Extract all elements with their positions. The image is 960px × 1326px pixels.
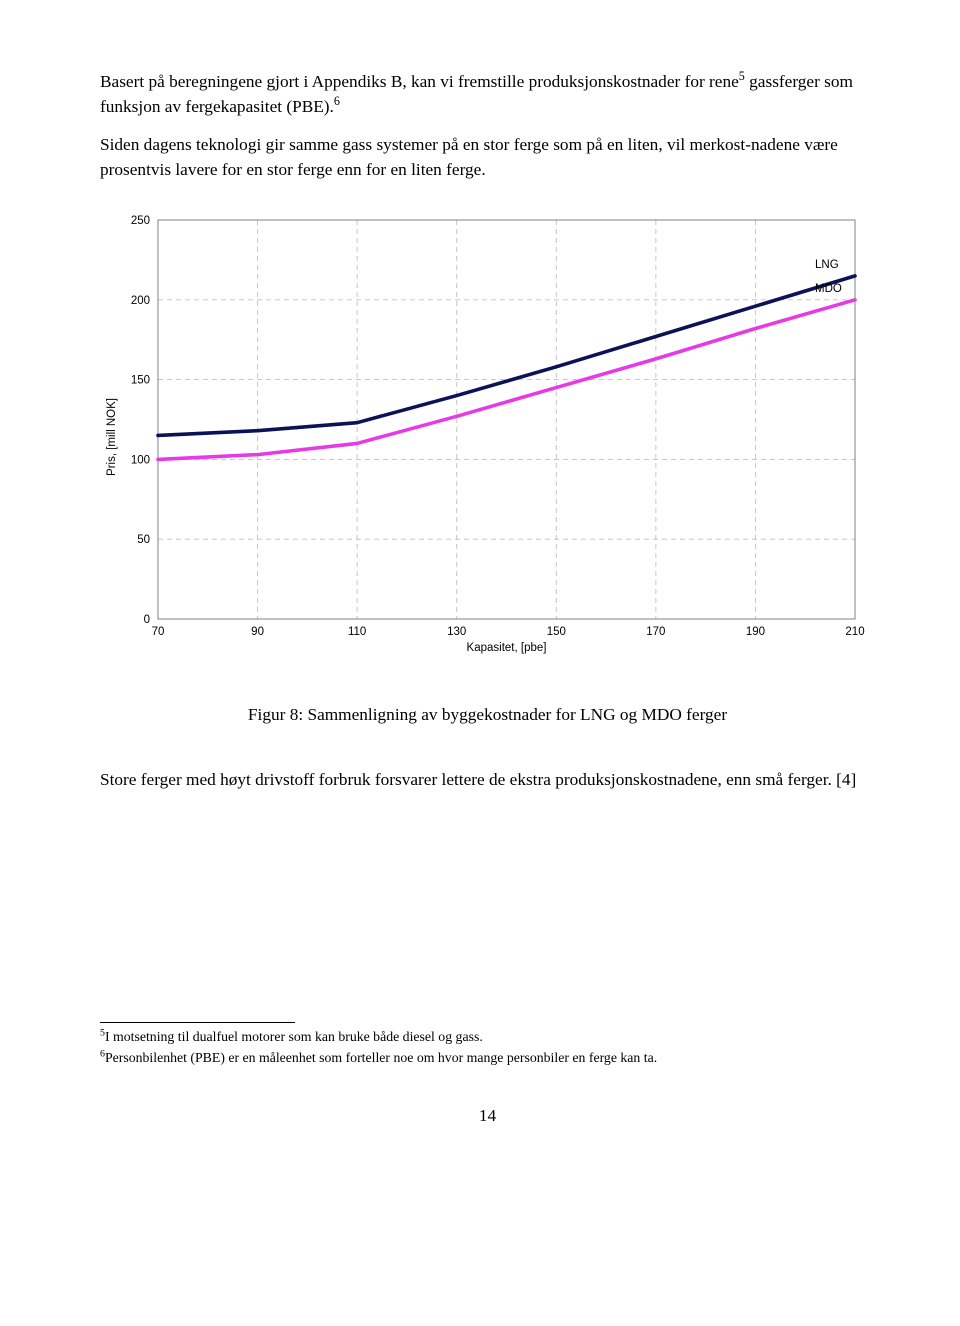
svg-text:150: 150 (547, 626, 566, 638)
svg-text:0: 0 (144, 614, 150, 626)
svg-text:170: 170 (647, 626, 666, 638)
footnotes-block: 5I motsetning til dualfuel motorer som k… (100, 1022, 875, 1067)
footnote-5: 5I motsetning til dualfuel motorer som k… (100, 1028, 875, 1047)
svg-text:90: 90 (252, 626, 265, 638)
svg-text:50: 50 (138, 534, 151, 546)
svg-text:250: 250 (131, 215, 150, 227)
svg-text:150: 150 (131, 375, 150, 387)
svg-text:200: 200 (131, 295, 150, 307)
svg-text:70: 70 (152, 626, 165, 638)
figure-caption: Figur 8: Sammenligning av byggekostnader… (100, 703, 875, 728)
page-number: 14 (100, 1104, 875, 1129)
chart-y-axis-label: Pris, [mill NOK] (100, 398, 120, 476)
footnote-6-text: Personbilenhet (PBE) er en måleenhet som… (105, 1050, 657, 1065)
footnote-rule (100, 1022, 295, 1023)
svg-text:MDO: MDO (815, 283, 842, 295)
footnote-5-text: I motsetning til dualfuel motorer som ka… (105, 1029, 483, 1044)
svg-text:210: 210 (846, 626, 865, 638)
svg-text:Kapasitet, [pbe]: Kapasitet, [pbe] (467, 642, 547, 654)
chart-svg: LNG MDO 0 50 100 150 200 250 70 90 110 130 150 170 190… (120, 214, 865, 659)
paragraph-1: Basert på beregningene gjort i Appendiks… (100, 70, 875, 119)
paragraph-2: Siden dagens teknologi gir samme gass sy… (100, 133, 875, 182)
svg-text:LNG: LNG (815, 259, 839, 271)
svg-text:100: 100 (131, 455, 150, 467)
para1-text-a: Basert på beregningene gjort i Appendiks… (100, 72, 739, 91)
svg-text:130: 130 (447, 626, 466, 638)
svg-text:110: 110 (348, 626, 366, 638)
paragraph-3: Store ferger med høyt drivstoff forbruk … (100, 768, 875, 793)
cost-chart: Pris, [mill NOK] LNG MDO 0 50 100 150 200 250 70… (100, 214, 875, 659)
svg-text:190: 190 (746, 626, 765, 638)
footnote-6: 6Personbilenhet (PBE) er en måleenhet so… (100, 1049, 875, 1068)
footnote-ref-6: 6 (334, 94, 340, 108)
